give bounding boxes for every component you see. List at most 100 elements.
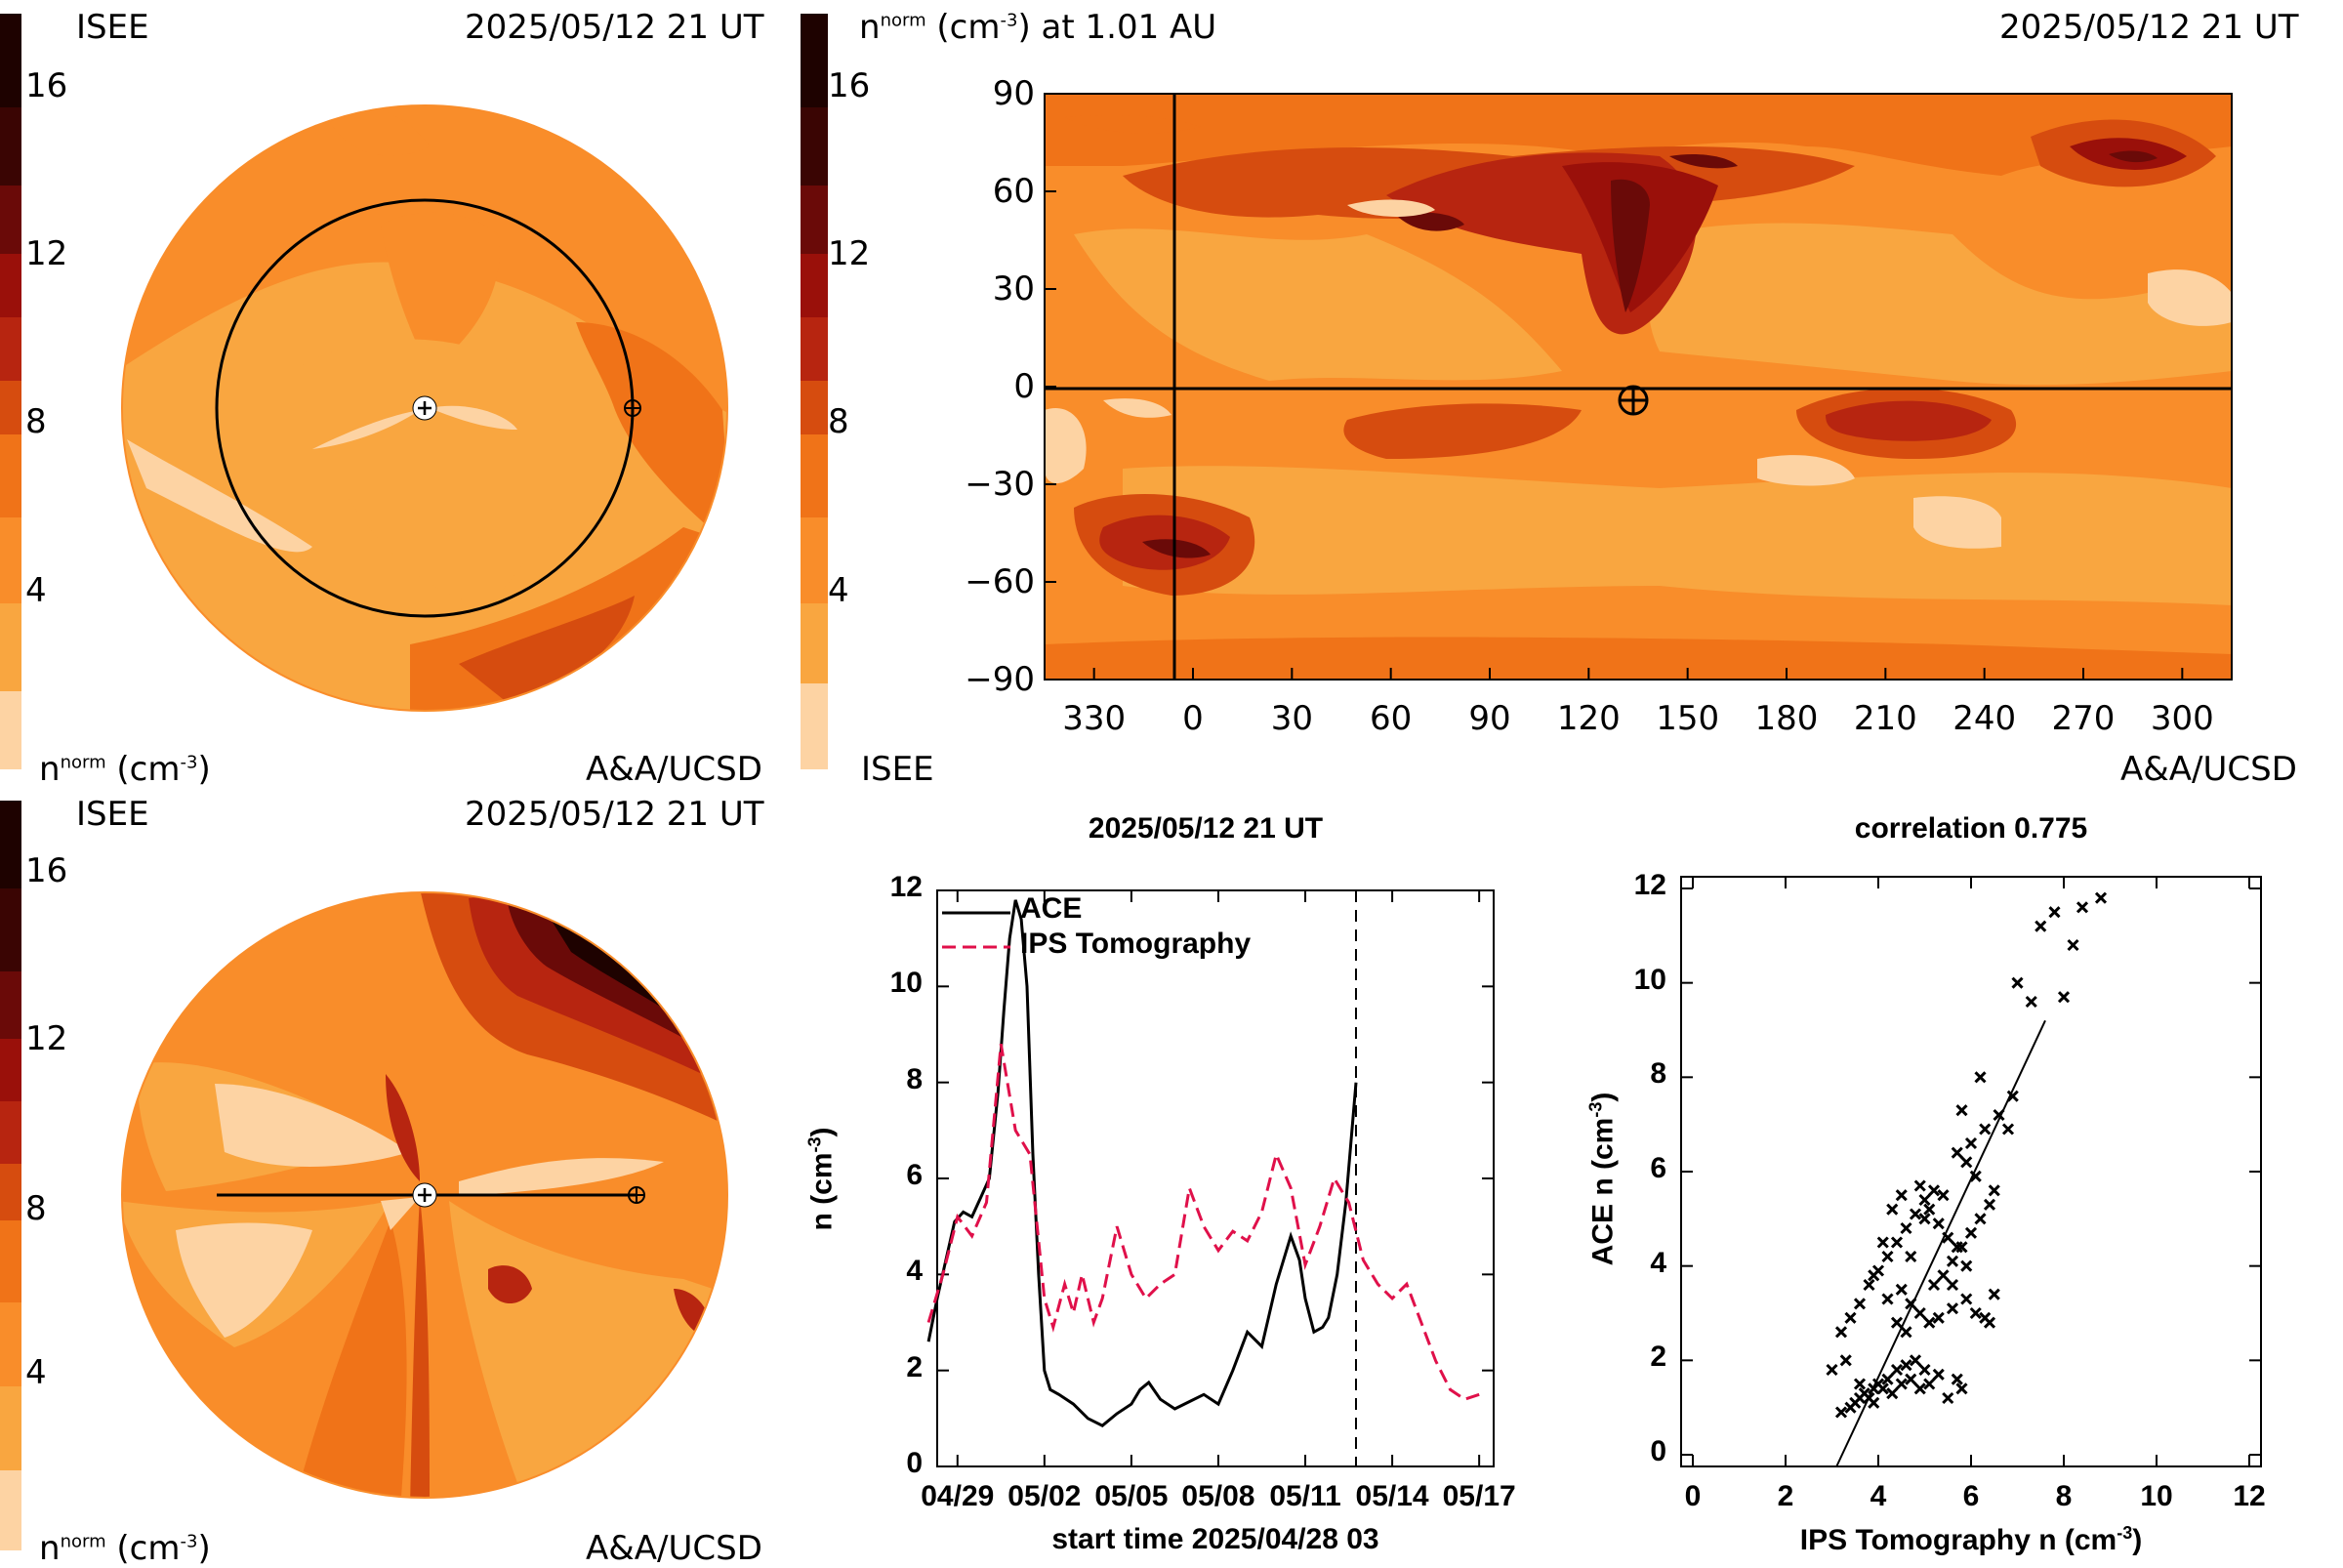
- map-x-tick-label: 90: [1468, 699, 1511, 738]
- ts-xlabel: start time 2025/04/28 03: [1051, 1523, 1379, 1555]
- sc-y-tick-label: 4: [1650, 1246, 1666, 1279]
- scatter-point: [1913, 1306, 1926, 1320]
- scatter-point: [1890, 1363, 1904, 1377]
- earth-icon: [628, 1186, 645, 1204]
- colorbar-tick: 4: [25, 571, 47, 610]
- scatter-point: [2057, 991, 2071, 1004]
- map-x-tick-label: 240: [1952, 699, 2017, 738]
- colorbar-tick: 4: [25, 1353, 47, 1392]
- colorbar-tick: 16: [828, 66, 871, 105]
- ts-x-tick-label: 05/11: [1269, 1480, 1341, 1512]
- ts-y-tick-label: 2: [906, 1350, 923, 1383]
- ts-title: 2025/05/12 21 UT: [1088, 812, 1324, 845]
- scatter-point: [1937, 1189, 1950, 1202]
- sc-y-tick-label: 2: [1650, 1341, 1666, 1374]
- scatter-point: [1951, 1373, 1963, 1385]
- scatter-point: [1834, 1326, 1848, 1339]
- ace-series-line: [926, 899, 1358, 1427]
- scatter-plot: [1680, 876, 2262, 1467]
- sc-y-tick-label: 10: [1633, 963, 1666, 996]
- scatter-point: [1983, 1316, 1996, 1329]
- sc-x-tick-label: 4: [1870, 1480, 1887, 1512]
- scatter-point: [1895, 1378, 1908, 1390]
- map-x-tick-label: 0: [1182, 699, 1204, 738]
- scatter-point: [1960, 1259, 1973, 1272]
- colorbar-top-right: [801, 14, 828, 769]
- scatter-point: [1895, 1189, 1908, 1202]
- sc-x-tick-label: 2: [1777, 1480, 1794, 1512]
- earth-icon: [1618, 385, 1649, 416]
- scatter-point: [2011, 976, 2024, 989]
- scatter-point: [1969, 1306, 1982, 1320]
- scatter-point: [1876, 1236, 1889, 1249]
- map-title: nnorm (cm-3) at 1.01 AU: [859, 8, 1217, 47]
- sun-cross-icon: [418, 1188, 432, 1202]
- map-x-tick-label: 300: [2150, 699, 2214, 738]
- sc-x-tick-label: 0: [1684, 1480, 1702, 1512]
- scatter-point: [1946, 1255, 1959, 1267]
- scatter-point: [1993, 1108, 2005, 1122]
- scatter-point: [1881, 1250, 1894, 1263]
- scatter-point: [1909, 1208, 1922, 1220]
- scatter-point: [1853, 1298, 1867, 1310]
- map-x-tick-label: 210: [1853, 699, 1917, 738]
- map-axes: [1045, 93, 2184, 681]
- sc-y-tick-label: 12: [1633, 869, 1666, 901]
- map-x-tick-label: 120: [1556, 699, 1621, 738]
- scatter-point: [1932, 1368, 1945, 1381]
- sc-title: correlation 0.775: [1854, 812, 2088, 845]
- ts-x-tick-label: 05/08: [1181, 1480, 1255, 1512]
- scatter-point: [2094, 891, 2108, 904]
- scatter-point: [2035, 920, 2047, 932]
- ts-y-tick-label: 6: [906, 1159, 923, 1191]
- timestamp-label: 2025/05/12 21 UT: [1999, 8, 2299, 47]
- scatter-point: [1886, 1387, 1899, 1400]
- scatter-point: [1983, 1198, 1996, 1211]
- scatter-point: [1918, 1213, 1931, 1225]
- ts-x-tick-label: 05/17: [1442, 1480, 1516, 1512]
- colorbar-bottom-left: [0, 801, 21, 1550]
- sc-x-tick-label: 8: [2055, 1480, 2073, 1512]
- colorbar-tick: 12: [25, 234, 68, 273]
- scatter-point: [1946, 1278, 1959, 1292]
- sc-y-tick-label: 0: [1650, 1435, 1666, 1467]
- scatter-point: [1932, 1311, 1945, 1324]
- scatter-point: [1918, 1193, 1931, 1207]
- scatter-point: [1955, 1382, 1968, 1395]
- scatter-point: [1979, 1123, 1992, 1135]
- sc-x-tick-label: 6: [1962, 1480, 1980, 1512]
- scatter-point: [1826, 1363, 1838, 1377]
- scatter-point: [1886, 1203, 1899, 1216]
- scatter-point: [1955, 1104, 1968, 1117]
- map-y-tick-label: 30: [992, 269, 1035, 309]
- scatter-point: [1960, 1293, 1973, 1305]
- map-y-tick-label: −30: [965, 465, 1035, 504]
- ts-series: [926, 890, 1480, 1466]
- ips-series-line: [926, 1044, 1480, 1401]
- scatter-point: [1844, 1311, 1857, 1324]
- colorbar-tick: 8: [25, 402, 47, 441]
- scatter-point: [1918, 1363, 1931, 1377]
- scatter-point: [1913, 1179, 1926, 1192]
- ts-x-tick-label: 05/05: [1094, 1480, 1169, 1512]
- scatter-point: [1969, 1170, 1982, 1182]
- ts-y-tick-label: 8: [906, 1062, 923, 1095]
- source-label: ISEE: [76, 8, 149, 47]
- map-y-tick-label: −60: [965, 562, 1035, 601]
- sc-x-tick-label: 12: [2233, 1480, 2266, 1512]
- ts-x-tick-label: 04/29: [921, 1480, 995, 1512]
- scatter-point: [1839, 1354, 1852, 1367]
- timestamp-label: 2025/05/12 21 UT: [465, 8, 764, 47]
- unit-label: nnorm (cm-3): [39, 750, 211, 789]
- scatter-point: [1974, 1071, 1987, 1084]
- sc-points: [1826, 891, 2108, 1467]
- sun-cross-icon: [418, 401, 432, 415]
- colorbar-tick: 8: [828, 402, 849, 441]
- scatter-point: [1909, 1354, 1922, 1367]
- sc-xlabel: IPS Tomography n (cm-3): [1799, 1523, 2143, 1556]
- colorbar-tick: 8: [25, 1189, 47, 1228]
- map-y-tick-label: 60: [992, 172, 1035, 211]
- scatter-point: [1905, 1373, 1917, 1385]
- map-x-tick-label: 150: [1656, 699, 1720, 738]
